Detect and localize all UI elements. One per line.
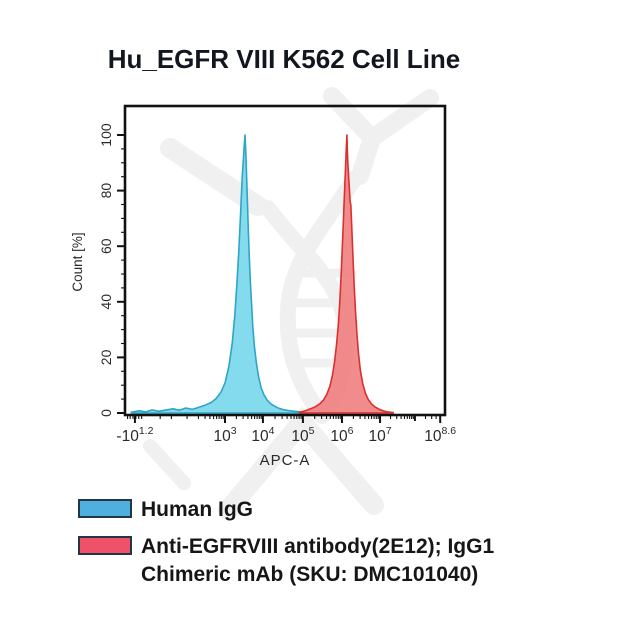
chart-title: Hu_EGFR VIII K562 Cell Line — [107, 44, 461, 74]
axes-frame — [123, 104, 447, 417]
axis-ticks — [117, 134, 442, 423]
axis-tick-labels: -101.2 103 104 105 106 107 108.6 0 20 40 60 80 100 — [98, 123, 456, 445]
svg-text:0: 0 — [98, 409, 114, 417]
svg-text:-101.2: -101.2 — [116, 425, 153, 445]
svg-text:106: 106 — [330, 425, 353, 445]
svg-text:80: 80 — [98, 183, 114, 199]
legend-swatch-anti-egfrviii — [78, 536, 132, 555]
legend-label-human-igg: Human IgG — [141, 498, 254, 521]
legend-label-line-1: Anti-EGFRVIII antibody(2E12); IgG1 — [141, 535, 495, 558]
legend-label-line-2: Chimeric mAb (SKU: DMC101040) — [141, 563, 479, 586]
svg-text:40: 40 — [98, 294, 114, 310]
histogram-series — [130, 134, 395, 414]
svg-text:104: 104 — [251, 425, 274, 445]
svg-text:100: 100 — [98, 123, 114, 147]
legend-label-anti-egfrviii: Anti-EGFRVIII antibody(2E12); IgG1 Chime… — [141, 533, 494, 589]
x-axis-title: APC-A — [259, 452, 311, 469]
legend-item-human-igg: Human IgG — [78, 496, 253, 524]
legend-swatch-human-igg — [78, 499, 132, 518]
svg-text:103: 103 — [213, 425, 236, 445]
svg-text:105: 105 — [291, 425, 314, 445]
svg-text:20: 20 — [98, 349, 114, 365]
svg-text:107: 107 — [368, 425, 391, 445]
y-axis-title: Count [%] — [70, 232, 85, 292]
legend-item-anti-egfrviii: Anti-EGFRVIII antibody(2E12); IgG1 Chime… — [78, 533, 494, 589]
svg-text:108.6: 108.6 — [424, 425, 456, 445]
svg-text:60: 60 — [98, 238, 114, 254]
